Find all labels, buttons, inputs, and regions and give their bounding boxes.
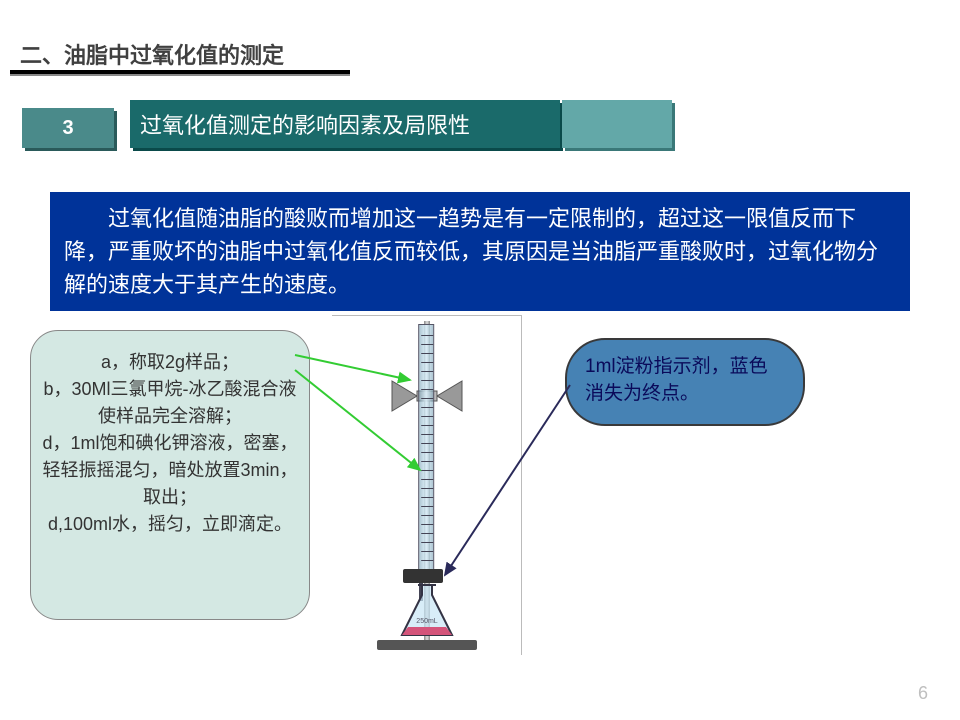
svg-text:250mL: 250mL: [416, 618, 438, 625]
subtitle: 过氧化值测定的影响因素及局限性: [130, 100, 560, 148]
explanation-text: 过氧化值随油脂的酸败而增加这一趋势是有一定限制的，超过这一限值反而下降，严重败坏…: [50, 192, 910, 311]
title-underline: [10, 70, 350, 74]
stopcock-icon: [403, 569, 443, 583]
page-number: 6: [918, 683, 928, 704]
number-badge: 3: [22, 108, 114, 148]
decor-box: [562, 100, 672, 148]
endpoint-text: 1ml淀粉指示剂，蓝色消失为终点。: [585, 356, 768, 404]
explanation-content: 过氧化值随油脂的酸败而增加这一趋势是有一定限制的，超过这一限值反而下降，严重败坏…: [64, 206, 878, 297]
flask-icon: 250mL: [394, 583, 460, 643]
section-title: 二、油脂中过氧化值的测定: [20, 38, 284, 70]
titration-diagram: 250mL: [332, 315, 522, 655]
steps-bubble: a，称取2g样品；b，30Ml三氯甲烷-冰乙酸混合液使样品完全溶解；d，1ml饱…: [30, 330, 310, 620]
burette-icon: [418, 324, 434, 574]
endpoint-bubble: 1ml淀粉指示剂，蓝色消失为终点。: [565, 338, 805, 426]
steps-text: a，称取2g样品；b，30Ml三氯甲烷-冰乙酸混合液使样品完全溶解；d，1ml饱…: [42, 352, 297, 534]
